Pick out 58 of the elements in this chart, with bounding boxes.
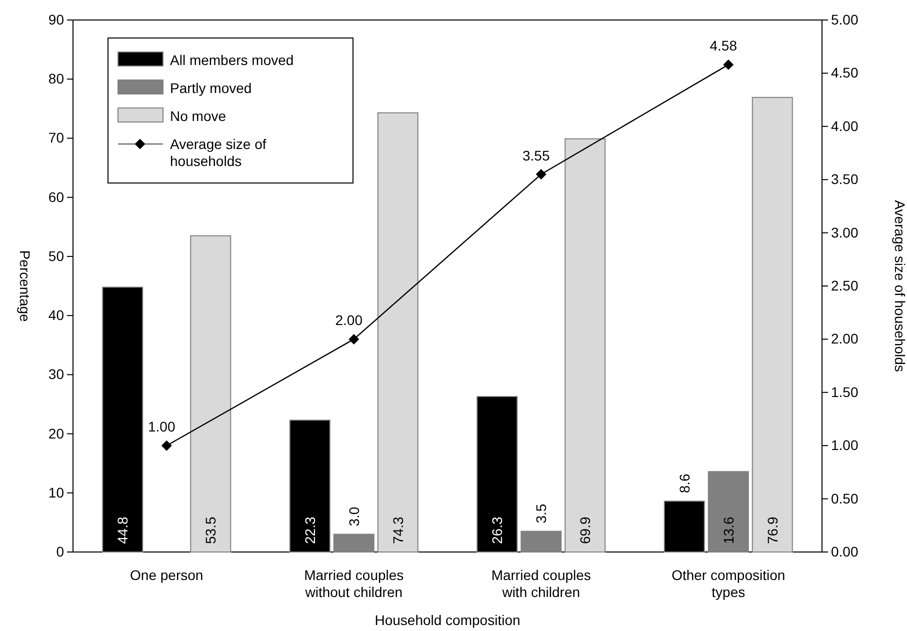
- y2-tick-label: 2.00: [831, 330, 858, 347]
- legend-label: Partly moved: [170, 80, 252, 96]
- x-tick-label: Married couples without children: [304, 567, 404, 600]
- point: [536, 169, 546, 180]
- data-label: 76.9: [764, 516, 780, 544]
- y2-axis-title: Average size of households: [892, 200, 907, 372]
- data-label: 3.55: [522, 147, 550, 164]
- data-label: 8.6: [676, 473, 692, 494]
- legend-label: All members moved: [170, 52, 294, 68]
- y-tick-label: 40: [48, 307, 64, 324]
- y-tick-label: 20: [48, 425, 64, 442]
- data-label: 13.6: [720, 516, 736, 544]
- y2-tick-label: 0.00: [831, 543, 858, 560]
- legend-label: No move: [170, 108, 226, 124]
- y2-tick-label: 1.50: [831, 384, 858, 400]
- y2-tick-label: 0.50: [831, 490, 858, 506]
- y2-tick-label: 4.00: [831, 118, 858, 134]
- bar: [520, 530, 562, 552]
- point: [348, 334, 360, 344]
- y-tick-label: 80: [48, 70, 64, 87]
- y2-tick-label: 3.50: [831, 171, 858, 188]
- y-tick-label: 90: [48, 11, 64, 28]
- x-tick-label: One person: [130, 567, 204, 583]
- y2-tick-label: 5.00: [831, 11, 858, 28]
- data-label: 4.58: [710, 38, 738, 54]
- y2-tick-label: 3.00: [831, 224, 858, 240]
- data-label: 53.5: [202, 516, 219, 544]
- y-tick-label: 70: [48, 130, 64, 146]
- y-tick-label: 30: [48, 366, 64, 382]
- point: [723, 59, 734, 70]
- point: [161, 440, 172, 451]
- bar: [708, 471, 749, 552]
- data-label: 3.0: [346, 506, 362, 526]
- y-tick-label: 60: [48, 188, 64, 205]
- y2-tick-label: 2.50: [831, 277, 858, 294]
- data-label: 2.00: [335, 312, 363, 328]
- y2-tick-label: 4.50: [831, 64, 858, 81]
- data-label: 26.3: [489, 516, 506, 544]
- data-label: 1.00: [148, 418, 176, 435]
- data-label: 3.5: [533, 504, 550, 524]
- x-tick-label: Other composition types: [672, 567, 786, 600]
- data-label: 69.9: [577, 516, 594, 544]
- x-tick-label: Married couples with children: [491, 567, 591, 600]
- bar: [564, 138, 606, 552]
- bar: [752, 96, 793, 552]
- y-tick-label: 0: [56, 543, 64, 560]
- y2-tick-label: 1.00: [831, 437, 858, 454]
- legend-label: Average size of households: [170, 136, 266, 169]
- data-label: 74.3: [390, 516, 406, 544]
- y-tick-label: 10: [48, 484, 64, 500]
- data-label: 22.3: [302, 516, 318, 544]
- y-axis-title: Percentage: [17, 250, 33, 322]
- bar: [190, 235, 232, 552]
- x-axis-title: Household composition: [374, 612, 520, 628]
- bar: [377, 112, 418, 552]
- y-tick-label: 50: [48, 248, 64, 264]
- data-label: 44.8: [114, 516, 131, 544]
- bar: [333, 534, 374, 552]
